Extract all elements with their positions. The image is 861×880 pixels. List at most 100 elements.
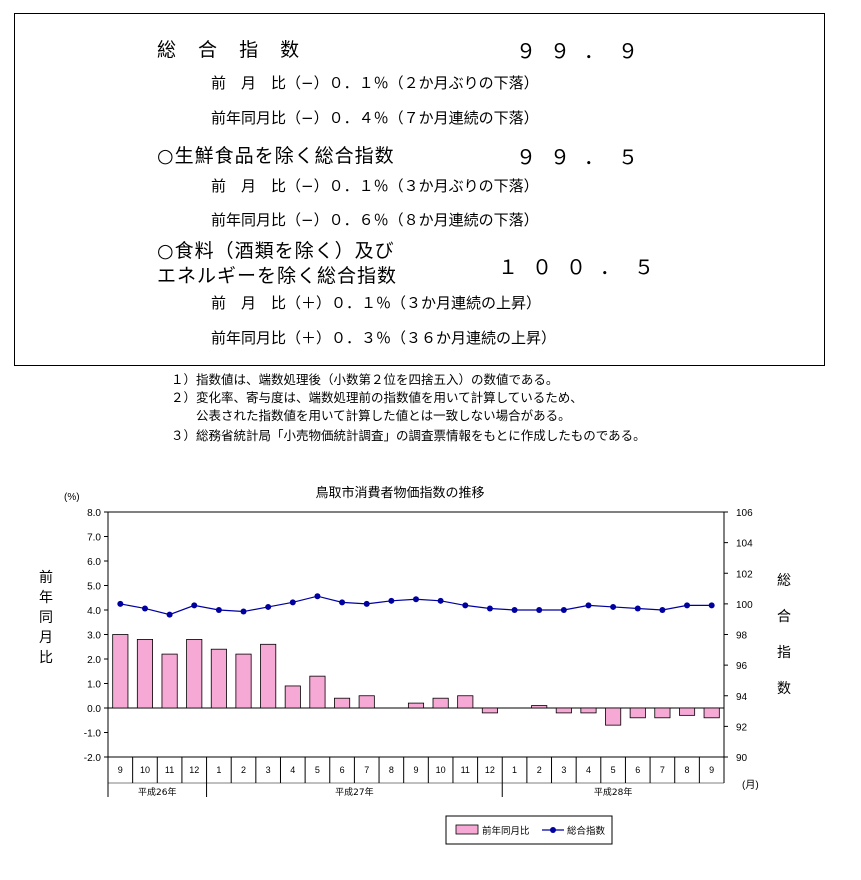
- bar-yoy: [309, 675, 326, 709]
- point-index: [265, 603, 272, 610]
- bar-yoy: [235, 653, 252, 709]
- headline-label: 総 合 指 数: [157, 39, 308, 61]
- point-index: [610, 603, 617, 610]
- right-axis-title-char: 数: [777, 681, 791, 697]
- point-index: [413, 596, 419, 603]
- category-label: 11: [461, 765, 470, 775]
- x-axis-unit: (月): [742, 779, 759, 791]
- right-tick-label: 106: [736, 508, 753, 519]
- right-tick-label: 90: [736, 753, 748, 764]
- left-tick-label: -2.0: [84, 753, 102, 764]
- left-axis-title-char: 年: [39, 590, 53, 606]
- bar-yoy: [407, 702, 425, 709]
- right-tick-label: 104: [736, 539, 753, 550]
- category-label: 8: [389, 765, 394, 775]
- corecore-mom: 前 月 比（＋）０．１％（３か月連続の上昇）: [211, 294, 542, 312]
- category-label: 3: [561, 765, 566, 775]
- core-yoy: 前年同月比（−）０．６％（８か月連続の下落）: [211, 211, 539, 229]
- corecore-label-1: ○食料（酒類を除く）及び: [157, 240, 395, 262]
- point-index: [388, 597, 395, 604]
- bar-yoy: [629, 707, 646, 719]
- bar-yoy: [679, 707, 696, 716]
- point-index: [215, 607, 222, 613]
- left-axis-unit: (%): [64, 492, 80, 503]
- right-tick-label: 102: [736, 569, 753, 580]
- point-index: [511, 607, 518, 613]
- bar-yoy: [112, 634, 129, 709]
- note-1: １）指数値は、端数処理後（小数第２位を四捨五入）の数値である。: [171, 372, 559, 387]
- category-label: 2: [537, 765, 542, 775]
- core-label: ○生鮮食品を除く総合指数: [157, 145, 395, 167]
- category-label: 5: [611, 765, 616, 775]
- right-axis-title-char: 総: [777, 573, 791, 589]
- year-group-label: 平成26年: [138, 786, 176, 798]
- left-axis-title-char: 前: [39, 569, 53, 586]
- bar-yoy: [358, 695, 375, 709]
- point-index: [191, 602, 198, 609]
- bar-yoy: [260, 643, 277, 709]
- point-index: [289, 599, 296, 606]
- left-axis-title-char: 比: [39, 650, 53, 666]
- note-3: 公表された指数値を用いて計算した値とは一致しない場合がある。: [171, 408, 571, 423]
- bar-yoy: [457, 695, 474, 709]
- bar-yoy: [654, 707, 671, 719]
- bar-yoy: [481, 707, 498, 714]
- legend-label-yoy: 前年同月比: [482, 825, 530, 837]
- left-tick-label: 0.0: [87, 704, 101, 715]
- left-tick-label: 6.0: [87, 557, 101, 568]
- left-tick-label: 4.0: [87, 606, 101, 617]
- bar-yoy: [210, 648, 227, 709]
- legend-label-index: 総合指数: [567, 825, 606, 837]
- note-2: ２）変化率、寄与度は、端数処理前の指数値を用いて計算しているため、: [171, 390, 583, 405]
- category-label: 1: [512, 765, 517, 775]
- bar-yoy: [432, 697, 449, 709]
- headline-yoy: 前年同月比（−）０．４％（７か月連続の下落）: [211, 109, 539, 127]
- category-label: 2: [241, 765, 246, 775]
- core-mom: 前 月 比（−）０．１％（３か月ぶりの下落）: [211, 177, 539, 195]
- bar-yoy: [136, 639, 153, 709]
- category-label: 1: [216, 765, 221, 775]
- left-tick-label: 1.0: [87, 680, 101, 691]
- point-index: [560, 607, 567, 613]
- right-tick-label: 98: [736, 631, 748, 642]
- category-label: 12: [189, 765, 199, 775]
- point-index: [659, 607, 666, 613]
- core-value: ９９．５: [516, 145, 652, 169]
- left-tick-label: 8.0: [87, 508, 101, 519]
- left-tick-label: 5.0: [87, 582, 101, 593]
- right-axis-title-char: 合: [777, 609, 791, 625]
- right-tick-label: 96: [736, 661, 748, 672]
- point-index: [708, 602, 715, 609]
- point-index: [314, 593, 321, 600]
- year-group-label: 平成27年: [335, 786, 373, 798]
- point-index: [634, 605, 641, 612]
- right-axis-title-char: 指: [777, 645, 791, 661]
- left-tick-label: 7.0: [87, 533, 101, 544]
- category-label: 12: [485, 765, 495, 775]
- category-label: 9: [413, 765, 418, 775]
- plot-frame: [107, 511, 725, 758]
- note-4: ３）総務省統計局「小売物価統計調査」の調査票情報をもとに作成したものである。: [171, 428, 646, 443]
- category-label: 3: [266, 765, 271, 775]
- point-index: [117, 600, 124, 607]
- point-index: [536, 607, 543, 613]
- summary-box: [14, 13, 825, 366]
- bar-yoy: [186, 639, 203, 709]
- point-index: [363, 600, 370, 607]
- legend-swatch-yoy: [455, 824, 479, 835]
- point-index: [437, 597, 444, 604]
- bar-yoy: [531, 705, 548, 709]
- right-tick-label: 100: [736, 600, 753, 611]
- category-label: 7: [660, 765, 665, 775]
- headline-value: ９９．９: [516, 39, 652, 63]
- right-tick-label: 94: [736, 692, 748, 703]
- category-label: 9: [709, 765, 714, 775]
- left-tick-label: -1.0: [84, 729, 102, 740]
- point-index: [240, 608, 247, 615]
- category-label: 11: [165, 765, 174, 775]
- category-label: 6: [635, 765, 640, 775]
- point-index: [339, 599, 346, 606]
- category-label: 6: [340, 765, 345, 775]
- category-label: 10: [436, 765, 446, 775]
